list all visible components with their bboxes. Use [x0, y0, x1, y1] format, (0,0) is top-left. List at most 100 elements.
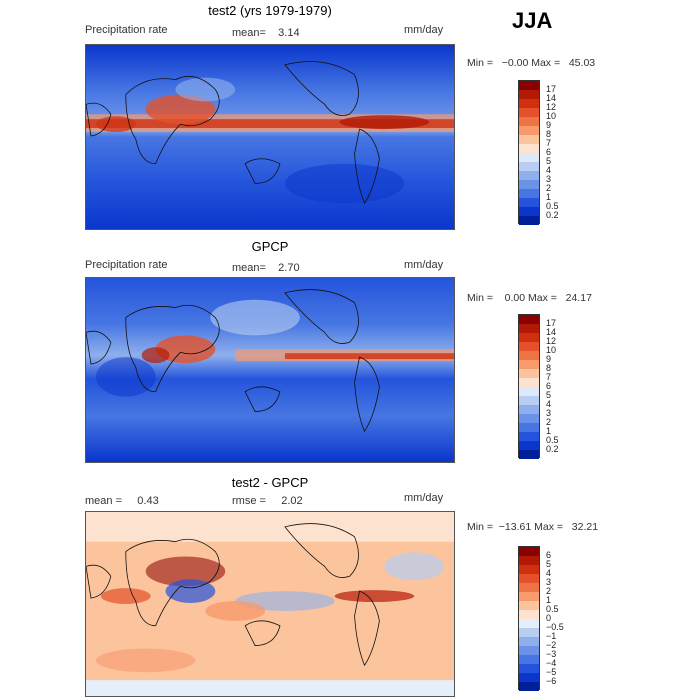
colorbar-swatch [519, 601, 539, 610]
colorbar-tick-label: 7 [546, 371, 552, 382]
colorbar-swatch [519, 153, 539, 162]
colorbar-tick-label: 0.5 [546, 434, 559, 445]
panel3-difference-map [85, 511, 455, 697]
colorbar-swatch [519, 619, 539, 628]
colorbar-swatch [519, 90, 539, 99]
panel1-variable-label: Precipitation rate [85, 24, 168, 36]
panel2-units: mm/day [404, 259, 444, 271]
colorbar-tick-label: 10 [546, 344, 557, 355]
colorbar-tick-label: 6 [546, 146, 552, 157]
colorbar-swatch [519, 333, 539, 342]
colorbar-swatch [519, 628, 539, 637]
panel1-minmax: Min = −0.00 Max = 45.03 [467, 57, 596, 69]
colorbar-swatch [519, 646, 539, 655]
colorbar-tick-label: 4 [546, 164, 552, 175]
colorbar-swatch [519, 378, 539, 387]
colorbar-swatch [519, 450, 539, 459]
colorbar-swatch [519, 315, 539, 324]
colorbar-tick-label: 10 [546, 110, 557, 121]
colorbar-swatch [519, 207, 539, 216]
colorbar-swatch [519, 216, 539, 225]
colorbar-tick-label: 2 [546, 585, 552, 596]
colorbar-swatch [519, 81, 539, 90]
panel3-minmax: Min = −13.61 Max = 32.21 [467, 521, 599, 533]
panel3-colorbar [518, 546, 540, 691]
colorbar-swatch [519, 369, 539, 378]
colorbar-swatch [519, 351, 539, 360]
panel2-minmax: Min = 0.00 Max = 24.17 [467, 292, 592, 304]
colorbar-tick-label: 0.2 [546, 209, 559, 220]
colorbar-tick-label: −1 [546, 630, 557, 641]
colorbar-swatch [519, 637, 539, 646]
colorbar-swatch [519, 547, 539, 556]
colorbar-tick-label: 0 [546, 612, 552, 623]
colorbar-swatch [519, 342, 539, 351]
colorbar-tick-label: 4 [546, 398, 552, 409]
panel2-title: GPCP [251, 239, 289, 254]
panel2-variable-label: Precipitation rate [85, 259, 168, 271]
colorbar-swatch [519, 673, 539, 682]
panel1-units: mm/day [404, 24, 444, 36]
colorbar-tick-label: 5 [546, 155, 552, 166]
colorbar-swatch [519, 126, 539, 135]
colorbar-swatch [519, 387, 539, 396]
colorbar-swatch [519, 556, 539, 565]
colorbar-swatch [519, 405, 539, 414]
colorbar-swatch [519, 592, 539, 601]
panel3-title: test2 - GPCP [231, 475, 309, 490]
colorbar-tick-label: 7 [546, 137, 552, 148]
colorbar-tick-label: −2 [546, 639, 557, 650]
panel1-colorbar [518, 80, 540, 225]
colorbar-tick-label: 9 [546, 353, 552, 364]
colorbar-tick-label: 6 [546, 549, 552, 560]
colorbar-tick-label: −4 [546, 657, 557, 668]
colorbar-swatch [519, 423, 539, 432]
colorbar-swatch [519, 610, 539, 619]
colorbar-swatch [519, 682, 539, 691]
colorbar-tick-label: 17 [546, 317, 557, 328]
colorbar-tick-label: 6 [546, 380, 552, 391]
panel3-rmse: rmse = 2.02 [232, 495, 303, 507]
colorbar-tick-label: 1 [546, 425, 552, 436]
colorbar-tick-label: −0.5 [546, 621, 564, 632]
colorbar-swatch [519, 180, 539, 189]
colorbar-swatch [519, 432, 539, 441]
colorbar-swatch [519, 99, 539, 108]
colorbar-swatch [519, 360, 539, 369]
season-label: JJA [512, 8, 553, 33]
colorbar-tick-label: 1 [546, 191, 552, 202]
colorbar-swatch [519, 655, 539, 664]
colorbar-swatch [519, 189, 539, 198]
colorbar-swatch [519, 108, 539, 117]
colorbar-tick-label: 14 [546, 92, 557, 103]
colorbar-tick-label: 1 [546, 594, 552, 605]
panel2-colorbar [518, 314, 540, 459]
panel3-mean: mean = 0.43 [85, 495, 159, 507]
colorbar-tick-label: −6 [546, 675, 557, 686]
colorbar-swatch [519, 441, 539, 450]
colorbar-tick-label: 0.5 [546, 200, 559, 211]
colorbar-tick-label: 3 [546, 576, 552, 587]
colorbar-tick-label: 3 [546, 173, 552, 184]
colorbar-tick-label: 2 [546, 182, 552, 193]
colorbar-tick-label: 8 [546, 128, 552, 139]
colorbar-tick-label: 5 [546, 389, 552, 400]
colorbar-swatch [519, 162, 539, 171]
colorbar-swatch [519, 664, 539, 673]
colorbar-tick-label: 14 [546, 326, 557, 337]
colorbar-tick-label: 12 [546, 101, 557, 112]
colorbar-tick-label: 2 [546, 416, 552, 427]
colorbar-swatch [519, 574, 539, 583]
panel3-units: mm/day [404, 492, 444, 504]
panel1-mean: mean= 3.14 [232, 27, 300, 39]
colorbar-tick-label: 12 [546, 335, 557, 346]
colorbar-tick-label: 17 [546, 83, 557, 94]
colorbar-swatch [519, 117, 539, 126]
colorbar-tick-label: −3 [546, 648, 557, 659]
colorbar-swatch [519, 565, 539, 574]
panel1-title: test2 (yrs 1979-1979) [208, 3, 332, 18]
colorbar-tick-label: 8 [546, 362, 552, 373]
panel1-precip-map [85, 44, 455, 230]
colorbar-tick-label: 5 [546, 558, 552, 569]
colorbar-swatch [519, 198, 539, 207]
